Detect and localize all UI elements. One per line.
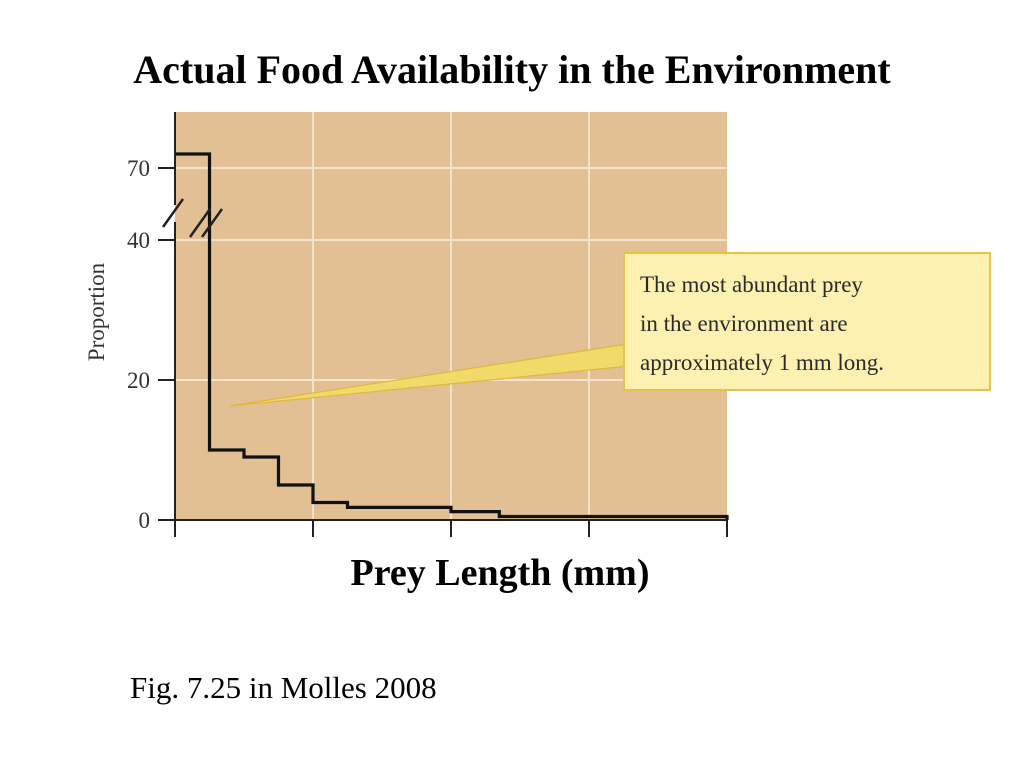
y-tick-label: 0 — [139, 508, 151, 533]
callout-text-line: The most abundant prey — [640, 272, 863, 297]
axis-layer: 0 20 40 70 Proportion — [84, 112, 728, 537]
data-step-line — [175, 152, 729, 520]
axis-break-mark — [161, 198, 185, 228]
callout-text-line: in the environment are — [640, 311, 848, 336]
slide-title: Actual Food Availability in the Environm… — [133, 47, 891, 92]
callout-text-line: approximately 1 mm long. — [640, 350, 884, 375]
callout-box — [623, 252, 991, 391]
y-tick-label: 20 — [127, 368, 150, 393]
callout-layer: The most abundant prey in the environment… — [229, 252, 991, 407]
y-tick-label: 70 — [127, 156, 150, 181]
figure-caption: Fig. 7.25 in Molles 2008 — [130, 670, 437, 705]
y-axis-title: Proportion — [84, 262, 109, 361]
axis-break-mark — [200, 208, 224, 238]
y-tick-label: 40 — [127, 228, 150, 253]
x-axis-title: Prey Length (mm) — [350, 552, 650, 594]
axis-break-mark — [188, 208, 212, 238]
data-layer — [175, 152, 729, 520]
